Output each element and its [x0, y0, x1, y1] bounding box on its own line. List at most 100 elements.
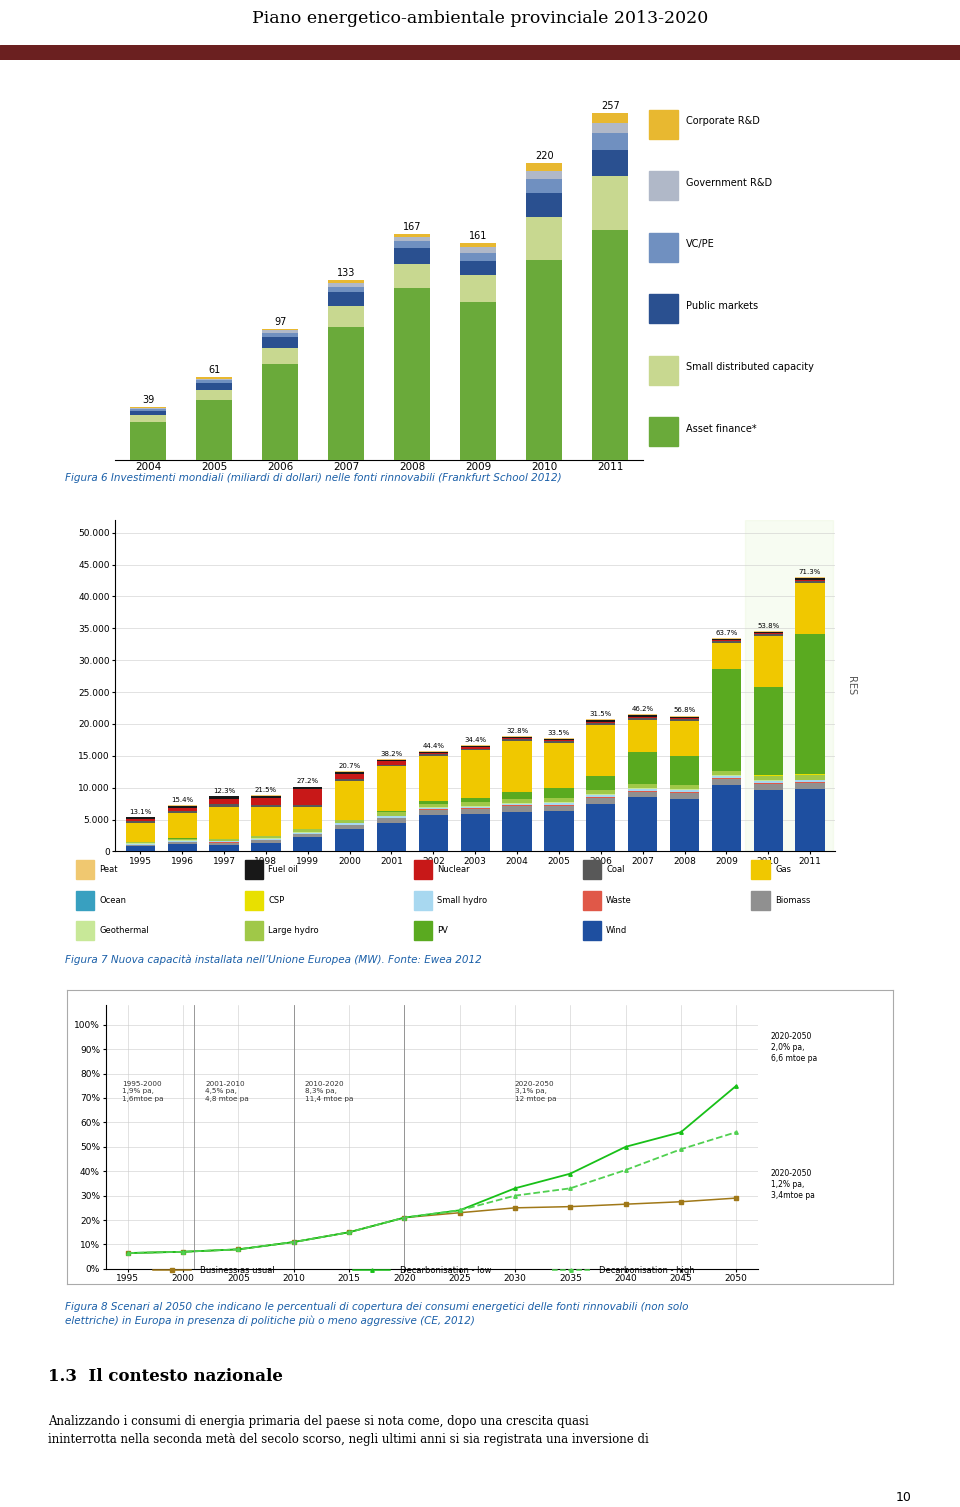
Bar — [649, 356, 678, 384]
Bar — [796, 790, 825, 851]
Bar — [711, 776, 741, 778]
Text: Small distributed capacity: Small distributed capacity — [686, 362, 814, 372]
Bar — [460, 261, 496, 274]
Bar — [262, 348, 299, 363]
Bar — [130, 411, 166, 414]
Text: 15.4%: 15.4% — [171, 797, 193, 803]
Bar — [670, 799, 699, 851]
Bar — [628, 784, 658, 788]
Bar — [209, 838, 239, 841]
Bar — [126, 818, 155, 821]
Bar — [711, 642, 741, 643]
Bar — [544, 743, 573, 788]
Bar — [209, 845, 239, 851]
Bar — [414, 921, 432, 940]
Bar — [168, 808, 197, 811]
Bar — [592, 231, 629, 460]
Text: 133: 133 — [337, 268, 355, 279]
Bar — [196, 401, 232, 460]
Bar — [587, 725, 615, 776]
Business as usual — [620, 1195, 632, 1213]
Bar — [130, 422, 166, 460]
Decarbonisation - high — [288, 1233, 300, 1251]
Bar — [628, 791, 658, 797]
Bar — [670, 720, 699, 757]
Business as usual — [178, 1243, 189, 1261]
Bar — [502, 806, 532, 812]
Bar — [196, 383, 232, 389]
Bar — [394, 264, 430, 288]
Text: 63.7%: 63.7% — [715, 630, 737, 636]
Bar — [245, 891, 263, 910]
Business as usual — [731, 1189, 742, 1207]
Bar — [526, 217, 563, 261]
Text: 34.4%: 34.4% — [464, 737, 487, 743]
Text: 257: 257 — [601, 101, 619, 112]
Text: 1995-2000
1,9% pa,
1,6mtoe pa: 1995-2000 1,9% pa, 1,6mtoe pa — [122, 1081, 164, 1102]
Text: 53.8%: 53.8% — [757, 622, 780, 628]
Bar — [502, 803, 532, 805]
Bar — [796, 580, 825, 583]
Bar — [461, 814, 490, 851]
Bar — [419, 803, 448, 808]
Text: Figura 7 Nuova capacità installata nell’Unione Europea (MW). Fonte: Ewea 2012: Figura 7 Nuova capacità installata nell’… — [65, 955, 482, 964]
Bar — [670, 719, 699, 720]
Line: Business as usual: Business as usual — [126, 1197, 738, 1255]
Bar — [252, 799, 280, 805]
Bar — [209, 842, 239, 845]
Bar — [754, 790, 782, 851]
Bar — [196, 380, 232, 383]
Bar — [592, 122, 629, 133]
Bar — [587, 803, 615, 851]
Bar — [293, 790, 323, 805]
Bar — [414, 891, 432, 910]
Bar — [502, 740, 532, 741]
Bar — [592, 149, 629, 176]
Bar — [628, 752, 658, 784]
Bar — [526, 172, 563, 179]
Bar — [461, 806, 490, 808]
Bar — [796, 583, 825, 634]
Bar — [209, 806, 239, 838]
Text: Coal: Coal — [606, 865, 625, 874]
Business as usual — [454, 1204, 466, 1222]
Bar — [262, 363, 299, 460]
Business as usual — [232, 1240, 244, 1258]
Bar — [394, 241, 430, 249]
Text: 13.1%: 13.1% — [130, 809, 152, 815]
Decarbonisation - low — [344, 1224, 355, 1242]
Bar — [377, 767, 406, 811]
Bar — [209, 797, 239, 799]
Bar — [394, 237, 430, 241]
Business as usual — [398, 1209, 410, 1227]
Bar — [168, 812, 197, 838]
Line: Decarbonisation - low: Decarbonisation - low — [126, 1084, 738, 1255]
Bar — [754, 784, 782, 790]
Decarbonisation - high — [564, 1180, 576, 1198]
Bar — [252, 805, 280, 808]
Text: Asset finance*: Asset finance* — [686, 423, 757, 434]
Bar — [335, 772, 364, 773]
Bar — [461, 809, 490, 814]
Bar — [419, 808, 448, 809]
Bar — [293, 787, 323, 790]
Bar — [419, 755, 448, 757]
Text: Decarbonisation - low: Decarbonisation - low — [399, 1266, 492, 1275]
Bar — [711, 770, 741, 775]
Text: 33.5%: 33.5% — [548, 729, 570, 735]
Bar — [377, 823, 406, 851]
Bar — [168, 811, 197, 812]
Bar — [394, 249, 430, 264]
Text: 97: 97 — [274, 316, 286, 327]
Bar — [245, 859, 263, 879]
Bar — [394, 235, 430, 237]
Bar — [461, 802, 490, 806]
Text: CSP: CSP — [268, 897, 284, 906]
Bar — [670, 785, 699, 790]
Bar — [335, 826, 364, 829]
Business as usual — [564, 1198, 576, 1216]
Bar — [245, 921, 263, 940]
Bar — [168, 806, 197, 808]
Bar — [526, 261, 563, 460]
Text: Nuclear: Nuclear — [437, 865, 469, 874]
